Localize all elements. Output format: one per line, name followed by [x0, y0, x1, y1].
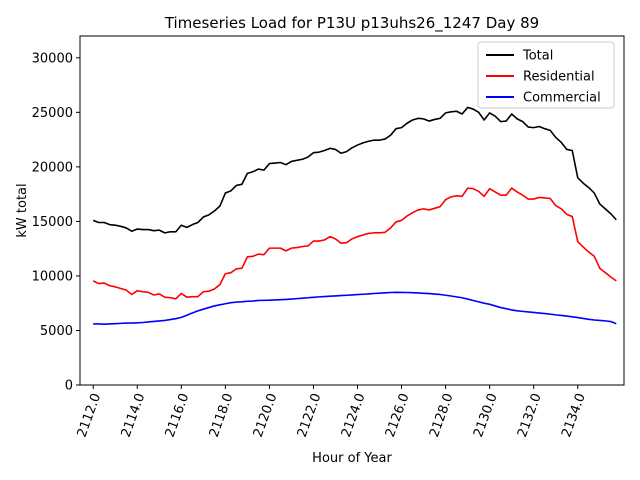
legend-box — [477, 41, 615, 109]
chart-title: Timeseries Load for P13U p13uhs26_1247 D… — [164, 14, 539, 33]
y-tick-label: 5000 — [40, 324, 73, 339]
y-tick-label: 0 — [65, 379, 73, 394]
legend: Total Residential Commercial — [477, 41, 615, 109]
plot-frame — [79, 35, 625, 386]
y-tick-label: 30000 — [32, 51, 73, 66]
legend-label-residential: Residential — [523, 70, 595, 85]
legend-label-total: Total — [522, 49, 553, 64]
series-layer — [92, 106, 617, 325]
legend-label-commercial: Commercial — [523, 91, 601, 106]
y-tick-label: 15000 — [32, 215, 73, 230]
series-line-residential — [92, 187, 617, 300]
y-tick-label: 25000 — [32, 106, 73, 121]
y-tick-label: 10000 — [32, 269, 73, 284]
x-axis-label: Hour of Year — [312, 451, 392, 466]
y-axis-label: kW total — [15, 183, 30, 237]
series-line-total — [92, 106, 617, 234]
y-axis: 0 5000 10000 15000 20000 25000 30000 — [32, 51, 80, 394]
series-line-commercial — [93, 291, 617, 325]
y-tick-label: 20000 — [32, 160, 73, 175]
